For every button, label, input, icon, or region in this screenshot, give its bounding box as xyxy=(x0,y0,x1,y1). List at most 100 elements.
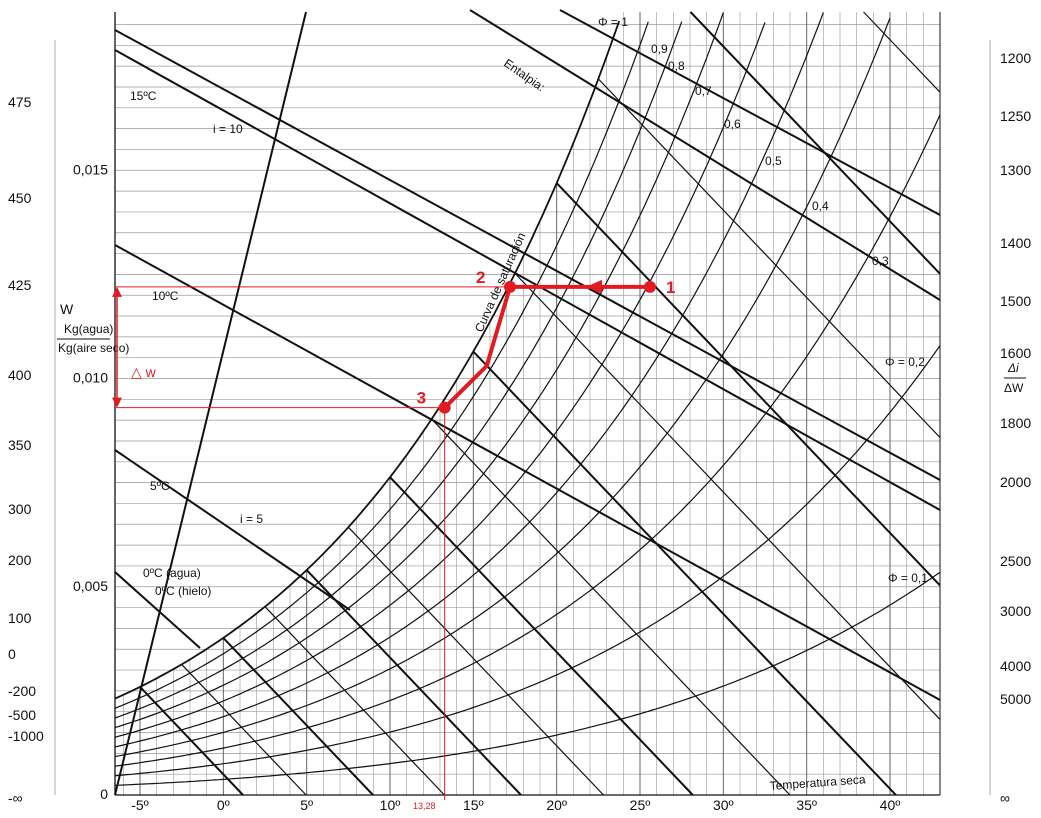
y-tick-label: 0,015 xyxy=(73,161,108,177)
x-tick-label: 10º xyxy=(380,797,401,813)
process-point-label: 1 xyxy=(666,278,675,297)
delta-w-arrowhead-top xyxy=(112,286,122,297)
rh-label-80: 0,8 xyxy=(668,59,685,73)
rh-label-90: 0,9 xyxy=(651,42,668,56)
enthalpy-line xyxy=(689,11,941,275)
enthalpy-line xyxy=(555,182,941,587)
left-scale-label: 0 xyxy=(8,646,16,662)
rh-curve xyxy=(114,345,941,777)
enthalpy-annotation-i5: i = 5 xyxy=(240,512,263,526)
enthalpy-line-long xyxy=(114,449,351,611)
axis-ticks: -5º 0º 5º 10º 15º 20º 25º 30º 35º 40º 0 0,005 0,010 0… xyxy=(8,50,1031,813)
enthalpy-line xyxy=(389,476,694,796)
reference-line xyxy=(114,11,307,796)
wet-bulb-label-5: 5ºC xyxy=(150,479,170,493)
right-scale-label: 1250 xyxy=(1000,108,1031,124)
x-tick-label: 35º xyxy=(796,797,817,813)
enthalpy-line-long xyxy=(114,571,201,649)
rh-curve xyxy=(114,22,766,738)
enthalpy-line-long xyxy=(114,244,941,701)
rh-label-40: 0,4 xyxy=(812,199,829,213)
x-tick-label: 20º xyxy=(546,797,567,813)
y-axis-label-denominator: Kg(aire seco) xyxy=(58,341,129,355)
delta-w-label: △ w xyxy=(131,364,157,380)
x-axis-label: Temperatura seca xyxy=(769,772,866,793)
y-tick-label: 0,010 xyxy=(73,370,108,386)
y-axis-label-numerator: Kg(agua) xyxy=(64,322,113,336)
enthalpy-line xyxy=(181,663,307,796)
right-scale-label-denominator: ΔW xyxy=(1004,381,1024,395)
enthalpy-lines xyxy=(114,9,941,796)
right-scale-label: 3000 xyxy=(1000,603,1031,619)
left-scale-label: 475 xyxy=(8,94,32,110)
right-scale-label: 5000 xyxy=(1000,691,1031,707)
enthalpy-line xyxy=(139,686,244,796)
enthalpy-line xyxy=(431,418,791,796)
delta-w-arrowhead-bottom xyxy=(112,397,122,408)
enthalpy-line xyxy=(264,606,445,796)
enthalpy-line xyxy=(305,569,522,796)
right-scale-label: 2000 xyxy=(1000,474,1031,490)
y-tick-label: 0,005 xyxy=(73,578,108,594)
right-scale-label: 1500 xyxy=(1000,293,1031,309)
rh-label-100: Φ = 1 xyxy=(598,15,628,29)
process-direction-arrow xyxy=(586,279,602,294)
right-scale-label: 2500 xyxy=(1000,553,1031,569)
process-point-label: 3 xyxy=(417,389,426,408)
right-scale-label: 1600 xyxy=(1000,345,1031,361)
rh-curve xyxy=(114,21,683,719)
left-scale-label: -200 xyxy=(8,683,36,699)
right-scale-label: 1400 xyxy=(1000,235,1031,251)
rh-label-60: 0,6 xyxy=(724,117,741,131)
process-overlay: △ w 13,28 1 2 3 xyxy=(112,268,675,811)
rh-label-30: 0,3 xyxy=(872,254,889,268)
x-tick-label: 0º xyxy=(217,797,230,813)
left-scale-label: 425 xyxy=(8,277,32,293)
wet-bulb-label-10: 10ºC xyxy=(152,289,179,303)
enthalpy-line xyxy=(863,11,941,93)
left-scale-label: 100 xyxy=(8,610,32,626)
enthalpy-line-long xyxy=(559,9,941,216)
process-point-2 xyxy=(504,280,516,293)
enthalpy-line-long xyxy=(114,49,941,511)
left-scale-label: 350 xyxy=(8,437,32,453)
rh-curve xyxy=(114,20,621,700)
wet-bulb-label-15: 15ºC xyxy=(130,89,157,103)
left-scale-label: -500 xyxy=(8,707,36,723)
x-tick-label: 15º xyxy=(463,797,484,813)
enthalpy-line xyxy=(347,526,604,796)
rh-curve xyxy=(114,17,891,758)
enthalpy-annotation-i10: i = 10 xyxy=(213,122,243,136)
right-scale-label: 1200 xyxy=(1000,50,1031,66)
rh-label-20: Φ = 0,2 xyxy=(885,355,925,369)
left-scale-label: -1000 xyxy=(8,728,44,744)
right-scale-label: 1300 xyxy=(1000,162,1031,178)
left-scale-label: 200 xyxy=(8,552,32,568)
rh-label-50: 0,5 xyxy=(765,154,782,168)
right-scale-label: 4000 xyxy=(1000,658,1031,674)
process-point-label: 2 xyxy=(476,268,485,287)
x-tick-label: -5º xyxy=(131,797,149,813)
left-scale-label: 400 xyxy=(8,367,32,383)
enthalpy-line-long xyxy=(469,9,941,301)
left-scale-label: 450 xyxy=(8,190,32,206)
enthalpy-line xyxy=(222,637,374,796)
rh-curve xyxy=(114,12,824,748)
rh-label-70: 0,7 xyxy=(695,84,712,98)
left-scale-label: 300 xyxy=(8,501,32,517)
x-tick-label: 40º xyxy=(880,797,901,813)
process-point-1 xyxy=(644,280,656,293)
wet-bulb-label-0-water: 0ºC (agua) xyxy=(143,566,201,580)
rh-label-10: Φ = 0,1 xyxy=(888,571,928,585)
x-tick-label: 25º xyxy=(630,797,651,813)
rh-curve xyxy=(114,571,941,786)
rh-curve xyxy=(114,114,941,767)
right-scale-label: ∞ xyxy=(1000,790,1010,806)
left-scale-label: -∞ xyxy=(8,790,23,806)
right-scale-label: 1800 xyxy=(1000,415,1031,431)
right-scale-label-numerator: Δi xyxy=(1007,361,1019,375)
enthalpy-line-long xyxy=(114,29,941,481)
process-line-2-3 xyxy=(443,286,512,410)
